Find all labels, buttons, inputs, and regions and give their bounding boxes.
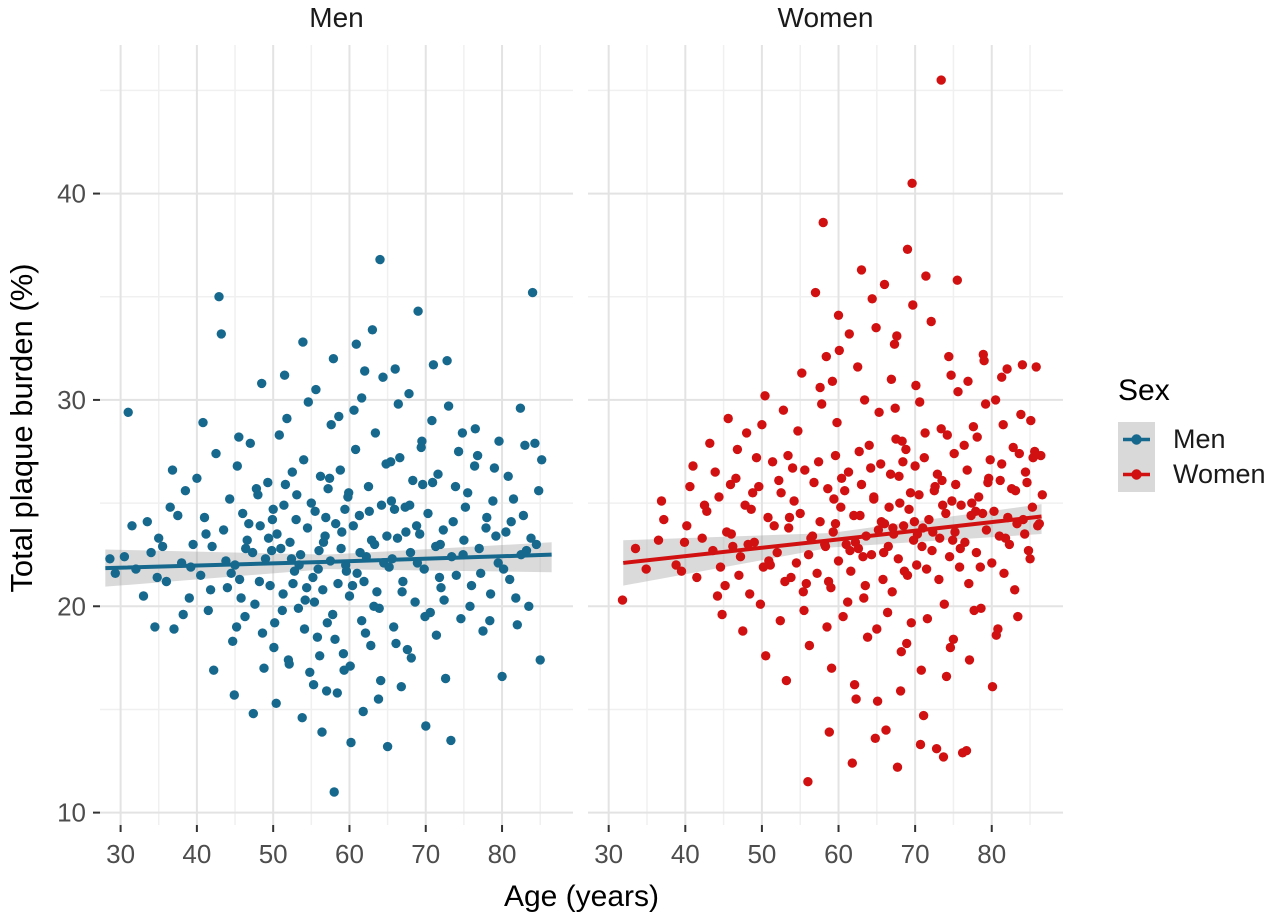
facet-panel-men: 30 40 50 60 70 80: [100, 45, 573, 869]
legend-item-men: Men: [1118, 422, 1266, 457]
svg-text:30: 30: [594, 839, 623, 869]
facet-title-men: Men: [309, 2, 364, 33]
x-ticks-women: 30 40 50 60 70 80: [594, 825, 1006, 869]
svg-text:50: 50: [259, 839, 288, 869]
legend-key-women-icon: [1118, 457, 1155, 492]
svg-text:60: 60: [335, 839, 364, 869]
svg-text:60: 60: [824, 839, 853, 869]
ci-band-women: [623, 504, 1042, 586]
x-axis-title: Age (years): [503, 880, 660, 913]
svg-text:10: 10: [57, 798, 86, 828]
svg-text:20: 20: [57, 591, 86, 621]
legend: Sex Men Women: [1118, 374, 1266, 492]
points-women: [617, 75, 1048, 787]
smooth-line-men: [105, 552, 552, 571]
legend-item-women: Women: [1118, 457, 1266, 492]
svg-text:40: 40: [182, 839, 211, 869]
svg-text:70: 70: [411, 839, 440, 869]
legend-item-women-label: Women: [1173, 459, 1266, 489]
legend-key-men-icon: [1118, 422, 1155, 457]
svg-text:80: 80: [488, 839, 517, 869]
legend-title: Sex: [1118, 374, 1170, 407]
svg-text:30: 30: [106, 839, 135, 869]
x-ticks-men: 30 40 50 60 70 80: [106, 825, 517, 869]
smooth-line-women: [623, 514, 1042, 565]
svg-text:80: 80: [977, 839, 1006, 869]
points-men: [105, 254, 547, 797]
svg-text:50: 50: [747, 839, 776, 869]
legend-items: Men Women: [1118, 422, 1266, 492]
svg-text:40: 40: [671, 839, 700, 869]
facet-panel-women: 30 40 50 60 70 80: [588, 45, 1063, 869]
svg-text:70: 70: [901, 839, 930, 869]
y-ticks: 10 20 30 40: [57, 179, 100, 828]
svg-text:40: 40: [57, 179, 86, 209]
legend-item-men-label: Men: [1173, 424, 1226, 454]
svg-text:30: 30: [57, 385, 86, 415]
facet-title-women: Women: [777, 2, 874, 33]
y-axis-title: Total plaque burden (%): [4, 263, 39, 593]
